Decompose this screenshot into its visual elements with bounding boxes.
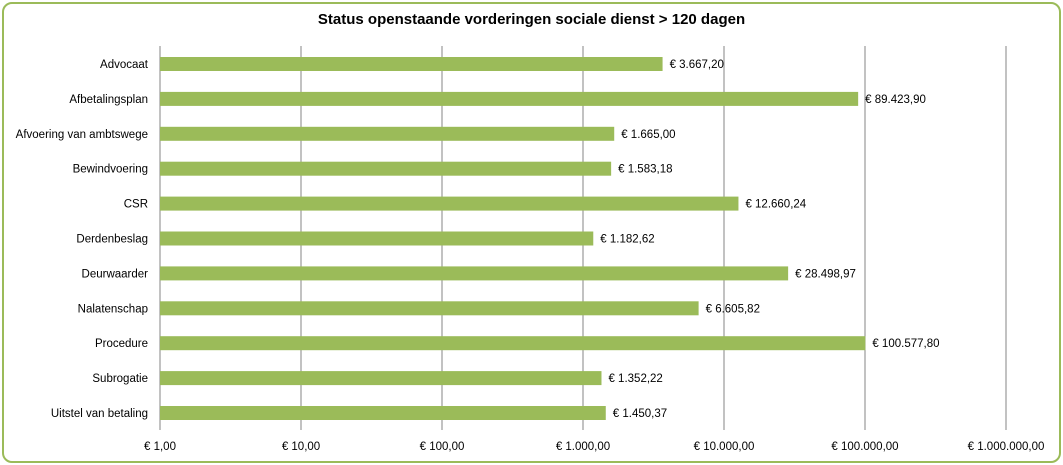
x-tick-label: € 1.000,00 [556,441,610,453]
category-label: Advocaat [100,59,149,71]
category-label: Derdenbeslag [76,234,148,246]
category-label: Afvoering van ambtswege [16,129,148,141]
category-label: Nalatenschap [78,303,148,315]
category-label: Procedure [95,338,148,350]
chart-title: Status openstaande vorderingen sociale d… [317,11,746,28]
bar [160,57,663,71]
bar [160,371,602,386]
bar [160,231,594,246]
data-label: € 1.182,62 [600,234,654,246]
data-label: € 89.423,90 [865,94,926,106]
bar [160,266,789,281]
x-tick-label: € 1.000.000,00 [968,441,1045,453]
data-label: € 12.660,24 [745,199,806,211]
category-label: CSR [124,199,148,211]
category-label: Afbetalingsplan [69,94,148,106]
data-label: € 6.605,82 [706,303,760,315]
x-tick-label: € 10,00 [282,441,320,453]
data-label: € 1.450,37 [613,408,667,420]
data-label: € 3.667,20 [670,59,724,71]
data-label: € 1.352,22 [608,373,662,385]
bar [160,161,612,176]
bar [160,301,699,316]
data-label: € 1.583,18 [618,164,672,176]
bar [160,196,739,211]
x-tick-label: € 100,00 [420,441,465,453]
x-tick-label: € 1,00 [144,441,176,453]
data-label: € 100.577,80 [872,338,939,350]
bar [160,126,615,141]
data-label: € 1.665,00 [621,129,675,141]
x-tick-label: € 10.000,00 [694,441,755,453]
bar [160,336,866,351]
category-label: Uitstel van betaling [51,408,148,420]
data-label: € 28.498,97 [795,268,856,280]
bar [160,91,859,106]
category-label: Deurwaarder [82,268,149,280]
bar [160,406,606,420]
category-label: Subrogatie [92,373,148,385]
x-tick-label: € 100.000,00 [831,441,898,453]
category-label: Bewindvoering [73,164,148,176]
